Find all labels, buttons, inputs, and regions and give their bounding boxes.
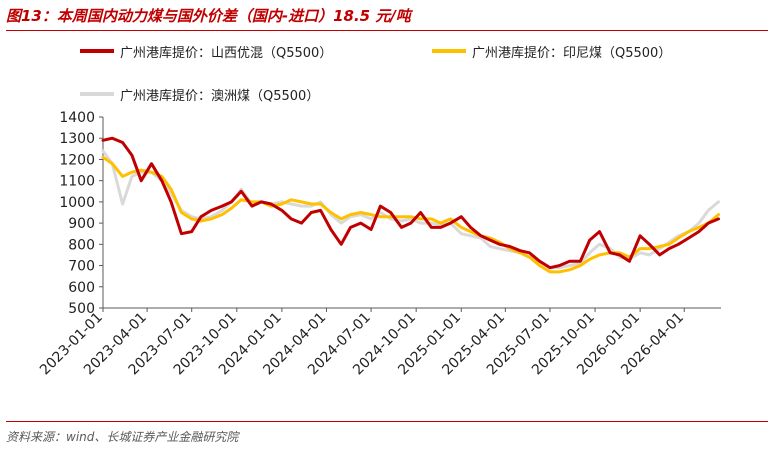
y-tick-label: 1200 [59, 152, 95, 168]
y-tick-label: 800 [68, 237, 95, 253]
x-axis: 2023-01-012023-04-012023-07-012023-10-01… [37, 307, 721, 378]
y-tick-label: 600 [68, 280, 95, 296]
y-tick-label: 900 [68, 216, 95, 232]
y-tick-label: 1100 [59, 174, 95, 190]
source-divider [6, 421, 768, 422]
legend-swatch-shanxi [80, 49, 114, 53]
legend-label-indonesia: 广州港库提价：印尼煤（Q5500） [472, 45, 672, 61]
y-tick-label: 500 [68, 301, 95, 317]
source-note: 资料来源：wind、长城证券产业金融研究院 [6, 430, 239, 444]
legend-label-australia: 广州港库提价：澳洲煤（Q5500） [120, 88, 320, 104]
legend-swatch-indonesia [432, 49, 466, 53]
title-divider [6, 30, 768, 31]
y-tick-label: 1400 [59, 110, 95, 126]
series-line-shanxi [101, 136, 720, 270]
y-tick-label: 1000 [59, 195, 95, 211]
figure-title: 图13：本周国内动力煤与国外价差（国内-进口）18.5 元/吨 [6, 7, 411, 25]
y-tick-label: 700 [68, 259, 95, 275]
legend-item-australia: 广州港库提价：澳洲煤（Q5500） [80, 85, 320, 104]
y-tick-label: 1300 [59, 131, 95, 147]
plot-lines [101, 136, 720, 274]
legend-swatch-australia [80, 92, 114, 96]
series-line-indonesia [101, 155, 720, 274]
y-axis: 500 600 700 800 900 1000 1100 1200 1300 1400 [59, 110, 104, 317]
legend-label-shanxi: 广州港库提价：山西优混（Q5500） [120, 45, 333, 61]
line-chart: 500 600 700 800 900 1000 1100 1200 1300 1400 2023… [37, 110, 721, 378]
series-line-australia [101, 149, 720, 270]
legend-item-indonesia: 广州港库提价：印尼煤（Q5500） [432, 42, 672, 61]
legend-item-shanxi: 广州港库提价：山西优混（Q5500） [80, 42, 333, 61]
